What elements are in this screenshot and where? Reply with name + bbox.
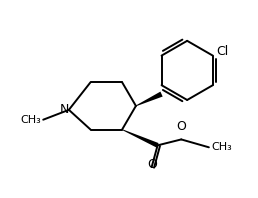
Text: Cl: Cl xyxy=(217,45,229,58)
Text: CH₃: CH₃ xyxy=(212,142,232,152)
Text: N: N xyxy=(60,103,70,116)
Text: O: O xyxy=(148,158,158,171)
Text: CH₃: CH₃ xyxy=(20,115,41,125)
Polygon shape xyxy=(136,92,163,106)
Polygon shape xyxy=(122,129,159,148)
Text: O: O xyxy=(176,120,186,132)
